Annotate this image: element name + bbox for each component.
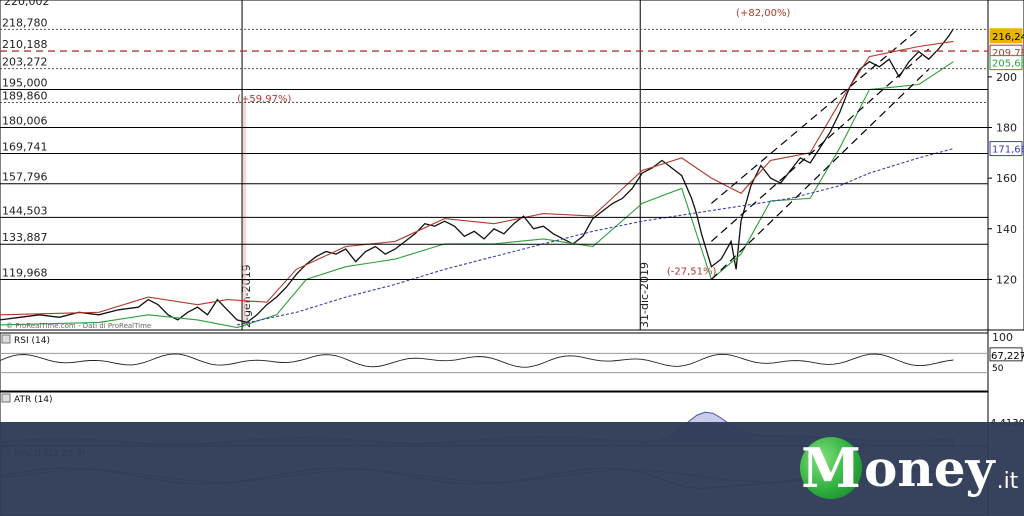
rsi-value: 67,227	[991, 351, 1024, 362]
logo-wordmark: oney	[864, 438, 995, 498]
money-logo: M oney .it	[800, 432, 1018, 504]
series-moving-average	[236, 148, 954, 326]
atr-panel-toggle-icon	[1, 393, 11, 403]
rise-highlight	[243, 102, 247, 328]
series-lower-band	[0, 61, 954, 329]
level-label: 189,860	[2, 90, 48, 103]
trend-channel-line	[710, 28, 920, 204]
percent-annotation: (+82,00%)	[736, 8, 790, 19]
date-marker-label: 31-dic-2019	[638, 262, 651, 328]
right-price-axis: 200 180 160 140 120	[988, 71, 1017, 286]
y-tick-label: 120	[996, 273, 1017, 286]
y-tick-label: 200	[996, 71, 1017, 84]
level-label: 119,968	[2, 266, 48, 279]
level-label: 169,741	[2, 140, 48, 153]
price-frame	[0, 0, 1024, 331]
value-badge-label: 216,24	[992, 32, 1024, 43]
value-badge-label: 205,63	[992, 59, 1024, 70]
value-badge	[989, 55, 1023, 71]
top-cut-label: 220,002	[4, 0, 50, 8]
logo-initial: M	[800, 436, 862, 500]
level-label: 133,887	[2, 231, 48, 244]
rsi-panel-frame	[0, 332, 989, 392]
value-badge-label: 209,76	[992, 48, 1024, 59]
value-badge	[989, 28, 1023, 44]
level-label: 218,780	[2, 16, 48, 29]
atr-panel-title: ATR (14)	[14, 395, 53, 405]
rsi-panel-toggle-icon	[1, 334, 11, 344]
y-tick-label: 160	[996, 172, 1017, 185]
value-badge	[989, 141, 1023, 157]
y-tick-label: 180	[996, 122, 1017, 135]
y-tick-label: 140	[996, 223, 1017, 236]
rsi-50-label: 50	[992, 364, 1004, 374]
rsi-line	[0, 353, 954, 368]
trend-channel-line	[710, 68, 930, 280]
series-price	[0, 28, 954, 324]
rsi-panel: RSI (14) 100 50 67,227	[0, 331, 1024, 392]
value-badge-label: 171,66	[992, 145, 1024, 156]
logo-suffix: .it	[996, 469, 1019, 494]
rsi-100-label: 100	[992, 331, 1013, 344]
level-label: 157,796	[2, 171, 48, 184]
percent-annotation: (-27,51%)	[667, 266, 717, 277]
rsi-value-badge	[989, 347, 1023, 362]
level-label: 144,503	[2, 204, 48, 217]
chart-attribution: © ProRealTime.com - Dati di ProRealTime	[6, 322, 151, 330]
rsi-panel-title: RSI (14)	[14, 336, 50, 346]
level-label: 210,188	[2, 38, 48, 51]
series-upper-band	[0, 40, 954, 316]
level-label: 195,000	[2, 77, 48, 90]
level-label: 203,272	[2, 56, 48, 69]
percent-annotation: (+59,97%)	[237, 94, 291, 105]
level-label: 180,006	[2, 114, 48, 127]
trend-channel-line	[710, 48, 930, 242]
